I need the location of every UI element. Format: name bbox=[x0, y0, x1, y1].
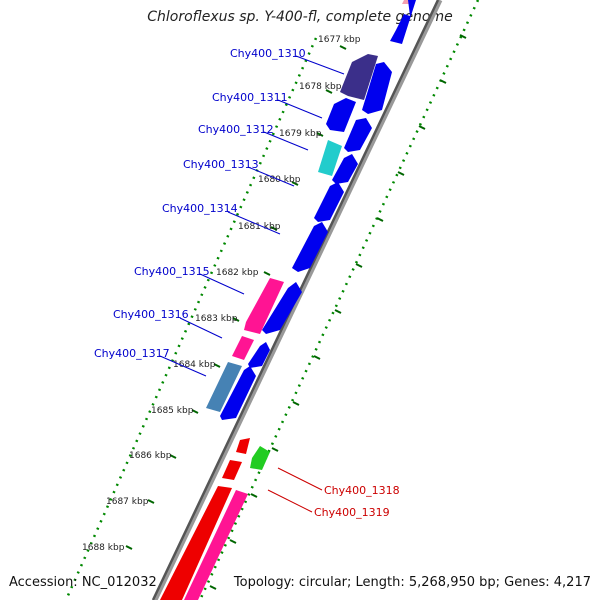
reverse-strand-genes bbox=[160, 54, 378, 600]
leader-line bbox=[179, 317, 223, 339]
kbp-label: 1684 kbp bbox=[173, 360, 216, 370]
gene-arrow[interactable] bbox=[390, 0, 416, 44]
gene-arrow[interactable] bbox=[332, 154, 358, 184]
kbp-label: 1686 kbp bbox=[129, 451, 172, 461]
tick-mark bbox=[209, 585, 217, 590]
tick-mark bbox=[191, 409, 199, 414]
tick-mark bbox=[316, 132, 324, 137]
gene-label[interactable]: Chy400_1313 bbox=[183, 158, 259, 171]
kbp-label: 1683 kbp bbox=[195, 314, 238, 324]
kbp-label: 1678 kbp bbox=[299, 82, 342, 92]
tick-mark bbox=[270, 226, 278, 231]
outer-tick-marks bbox=[209, 34, 467, 590]
gene-labels: Chy400_1310 Chy400_1311 Chy400_1312 Chy4… bbox=[94, 47, 400, 519]
gene-label[interactable]: Chy400_1319 bbox=[314, 506, 390, 519]
tick-mark bbox=[169, 454, 177, 459]
gene-arrow[interactable] bbox=[344, 118, 372, 152]
leader-line bbox=[199, 273, 245, 295]
leader-line bbox=[227, 211, 281, 235]
gene-label[interactable]: Chy400_1318 bbox=[324, 484, 400, 497]
gene-label[interactable]: Chy400_1316 bbox=[113, 308, 189, 321]
tick-mark bbox=[418, 125, 426, 130]
gene-arrow[interactable] bbox=[232, 336, 254, 360]
gene-arrow[interactable] bbox=[362, 62, 392, 114]
tick-mark bbox=[334, 309, 342, 314]
kbp-label: 1687 kbp bbox=[106, 497, 149, 507]
gene-arrow[interactable] bbox=[318, 140, 342, 176]
backbone-shadow bbox=[152, 0, 443, 600]
leader-line bbox=[277, 99, 323, 119]
tick-mark bbox=[213, 363, 221, 368]
inner-dotted-line bbox=[64, 37, 318, 600]
gene-arrow[interactable] bbox=[184, 490, 248, 600]
leader-line bbox=[247, 166, 295, 187]
tick-mark bbox=[355, 263, 363, 268]
gene-arrow[interactable] bbox=[220, 366, 256, 420]
gene-label[interactable]: Chy400_1312 bbox=[198, 123, 274, 136]
gene-arrow[interactable] bbox=[250, 446, 270, 470]
gene-arrow[interactable] bbox=[248, 342, 270, 368]
kbp-tick-labels: 1677 kbp 1678 kbp 1679 kbp 1680 kbp 1681… bbox=[82, 35, 361, 553]
kbp-label: 1682 kbp bbox=[216, 268, 259, 278]
gene-arrow[interactable] bbox=[340, 54, 378, 100]
tick-mark bbox=[263, 271, 271, 276]
leader-line bbox=[263, 131, 309, 151]
tick-mark bbox=[376, 217, 384, 222]
tick-mark bbox=[232, 317, 240, 322]
tick-mark bbox=[291, 181, 299, 186]
genome-summary-text: Topology: circular; Length: 5,268,950 bp… bbox=[233, 575, 591, 590]
tick-mark bbox=[229, 539, 237, 544]
kbp-label: 1688 kbp bbox=[82, 543, 125, 553]
tick-mark bbox=[147, 499, 155, 504]
gene-arrow[interactable] bbox=[262, 282, 302, 334]
gene-arrow[interactable] bbox=[314, 182, 344, 222]
tick-mark bbox=[397, 171, 405, 176]
gene-arrow[interactable] bbox=[160, 486, 232, 600]
gene-arrow[interactable] bbox=[244, 278, 284, 334]
tick-mark bbox=[292, 401, 300, 406]
kbp-label: 1681 kbp bbox=[238, 222, 281, 232]
tick-mark bbox=[325, 89, 333, 94]
gene-arrow[interactable] bbox=[326, 98, 356, 132]
tick-mark bbox=[125, 545, 133, 550]
gene-arrow[interactable] bbox=[292, 222, 328, 272]
kbp-label: 1679 kbp bbox=[279, 129, 322, 139]
tick-mark bbox=[313, 355, 321, 360]
gene-arrow[interactable] bbox=[222, 460, 242, 480]
label-leaders bbox=[159, 55, 345, 513]
accession-text: Accession: NC_012032 bbox=[9, 575, 157, 590]
gene-label[interactable]: Chy400_1315 bbox=[134, 265, 210, 278]
kbp-label: 1685 kbp bbox=[151, 406, 194, 416]
gene-label[interactable]: Chy400_1311 bbox=[212, 91, 288, 104]
leader-line bbox=[277, 467, 323, 491]
map-title: Chloroflexus sp. Y-400-fl, complete geno… bbox=[147, 9, 453, 25]
kbp-tick-marks bbox=[125, 45, 347, 550]
leader-line bbox=[159, 355, 207, 377]
gene-arrow[interactable] bbox=[236, 438, 250, 454]
leader-line bbox=[295, 55, 345, 75]
gene-label[interactable]: Chy400_1317 bbox=[94, 347, 170, 360]
tick-mark bbox=[271, 447, 279, 452]
tick-mark bbox=[439, 79, 447, 84]
forward-strand-genes bbox=[220, 0, 416, 470]
leader-line bbox=[267, 489, 313, 513]
tick-mark bbox=[339, 45, 347, 50]
gene-arrow[interactable] bbox=[206, 362, 242, 412]
gene-label[interactable]: Chy400_1314 bbox=[162, 202, 238, 215]
tick-mark bbox=[250, 493, 258, 498]
tick-mark bbox=[459, 34, 467, 39]
gene-label[interactable]: Chy400_1310 bbox=[230, 47, 306, 60]
kbp-label: 1677 kbp bbox=[318, 35, 361, 45]
